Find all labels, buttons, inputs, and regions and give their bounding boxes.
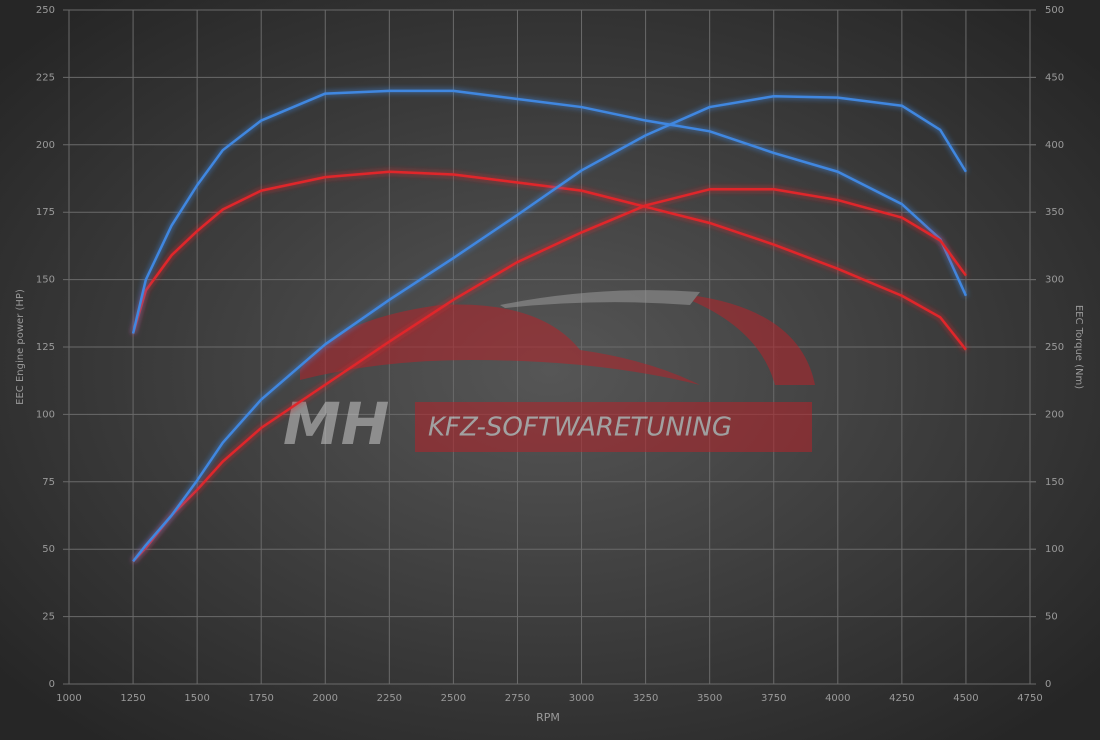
watermark-arc	[690, 295, 815, 385]
series-line	[131, 89, 968, 334]
watermark-band	[415, 402, 812, 452]
y-tick-label: 200	[36, 140, 55, 151]
y-tick-label: 25	[42, 612, 55, 623]
watermark: MH KFZ-SOFTWARETUNING	[283, 290, 815, 458]
x-tick-label: 3750	[761, 693, 786, 704]
series-line	[131, 170, 967, 351]
x-tick-label: 4500	[953, 693, 978, 704]
series-layer	[131, 89, 968, 563]
y2-tick-label: 300	[1045, 275, 1064, 286]
y2-tick-label: 50	[1045, 612, 1058, 623]
y-tick-label: 150	[36, 275, 55, 286]
y2-tick-label: 100	[1045, 544, 1064, 555]
y2-tick-label: 200	[1045, 409, 1064, 420]
x-axis-title: RPM	[536, 711, 560, 724]
x-tick-label: 3000	[569, 693, 594, 704]
y2-tick-label: 150	[1045, 477, 1064, 488]
x-tick-label: 3500	[697, 693, 722, 704]
y-tick-label: 225	[36, 72, 55, 83]
x-tick-label: 4750	[1017, 693, 1042, 704]
x-tick-label: 1000	[56, 693, 81, 704]
y2-tick-label: 0	[1045, 679, 1051, 690]
x-tick-label: 2000	[313, 693, 338, 704]
series-line	[132, 95, 967, 563]
watermark-logo: MH	[283, 390, 389, 458]
y2-tick-label: 450	[1045, 72, 1064, 83]
x-tick-label: 4000	[825, 693, 850, 704]
y2-tick-label: 400	[1045, 140, 1064, 151]
x-tick-label: 2500	[441, 693, 466, 704]
x-tick-label: 4250	[889, 693, 914, 704]
y-tick-label: 175	[36, 207, 55, 218]
y-tick-label: 100	[36, 409, 55, 420]
y-tick-label: 0	[49, 679, 55, 690]
y-tick-label: 75	[42, 477, 55, 488]
y-axis-title: EEC Engine power (HP)	[15, 289, 26, 405]
y2-tick-label: 250	[1045, 342, 1064, 353]
y2-tick-label: 350	[1045, 207, 1064, 218]
x-tick-label: 1500	[184, 693, 209, 704]
y2-tick-label: 500	[1045, 5, 1064, 16]
series-line	[132, 188, 967, 563]
x-tick-label: 1750	[248, 693, 273, 704]
y-tick-label: 50	[42, 544, 55, 555]
watermark-arc	[500, 290, 700, 308]
x-tick-label: 1250	[120, 693, 145, 704]
x-tick-label: 2250	[377, 693, 402, 704]
watermark-text: KFZ-SOFTWARETUNING	[428, 413, 732, 443]
y-tick-label: 250	[36, 5, 55, 16]
y2-axis-title: EEC Torque (Nm)	[1073, 305, 1084, 389]
x-tick-label: 3250	[633, 693, 658, 704]
x-tick-label: 2750	[505, 693, 530, 704]
y-tick-label: 125	[36, 342, 55, 353]
watermark-car	[300, 304, 700, 385]
